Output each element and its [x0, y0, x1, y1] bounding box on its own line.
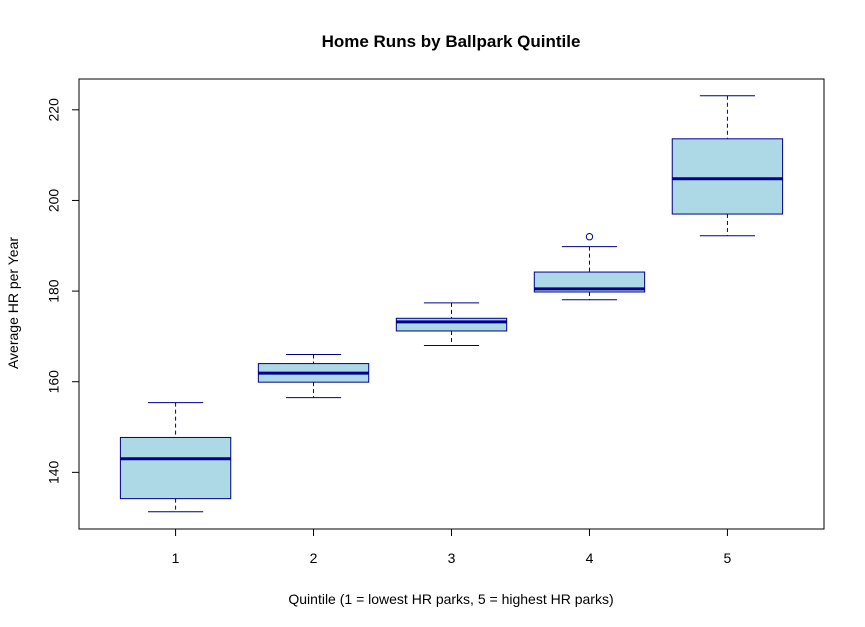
y-tick-label: 160 [46, 370, 62, 394]
y-axis: 140 160 180 200 220 [46, 98, 80, 484]
x-tick-label: 5 [724, 550, 732, 566]
x-tick-label: 3 [448, 550, 456, 566]
x-tick-label: 4 [586, 550, 594, 566]
y-tick-label: 140 [46, 460, 62, 484]
x-axis: 1 2 3 4 5 [172, 528, 732, 566]
box-group-4 [533, 233, 646, 301]
y-axis-label: Average HR per Year [5, 237, 21, 369]
box-iqr [395, 317, 508, 332]
y-tick-label: 180 [46, 279, 62, 303]
x-tick-label: 1 [172, 550, 180, 566]
box-group-2 [257, 354, 370, 399]
y-tick-label: 200 [46, 189, 62, 213]
box-group-5 [671, 95, 784, 237]
box-iqr [119, 436, 232, 500]
outlier-point [585, 233, 594, 241]
box-group-3 [395, 302, 508, 346]
x-tick-label: 2 [310, 550, 318, 566]
chart-title: Home Runs by Ballpark Quintile [322, 32, 581, 51]
box-group-1 [119, 402, 232, 513]
chart-marks [119, 95, 784, 513]
y-tick-label: 220 [46, 98, 62, 122]
x-axis-label: Quintile (1 = lowest HR parks, 5 = highe… [288, 591, 613, 607]
box-iqr [533, 271, 646, 293]
box-iqr [671, 138, 784, 215]
